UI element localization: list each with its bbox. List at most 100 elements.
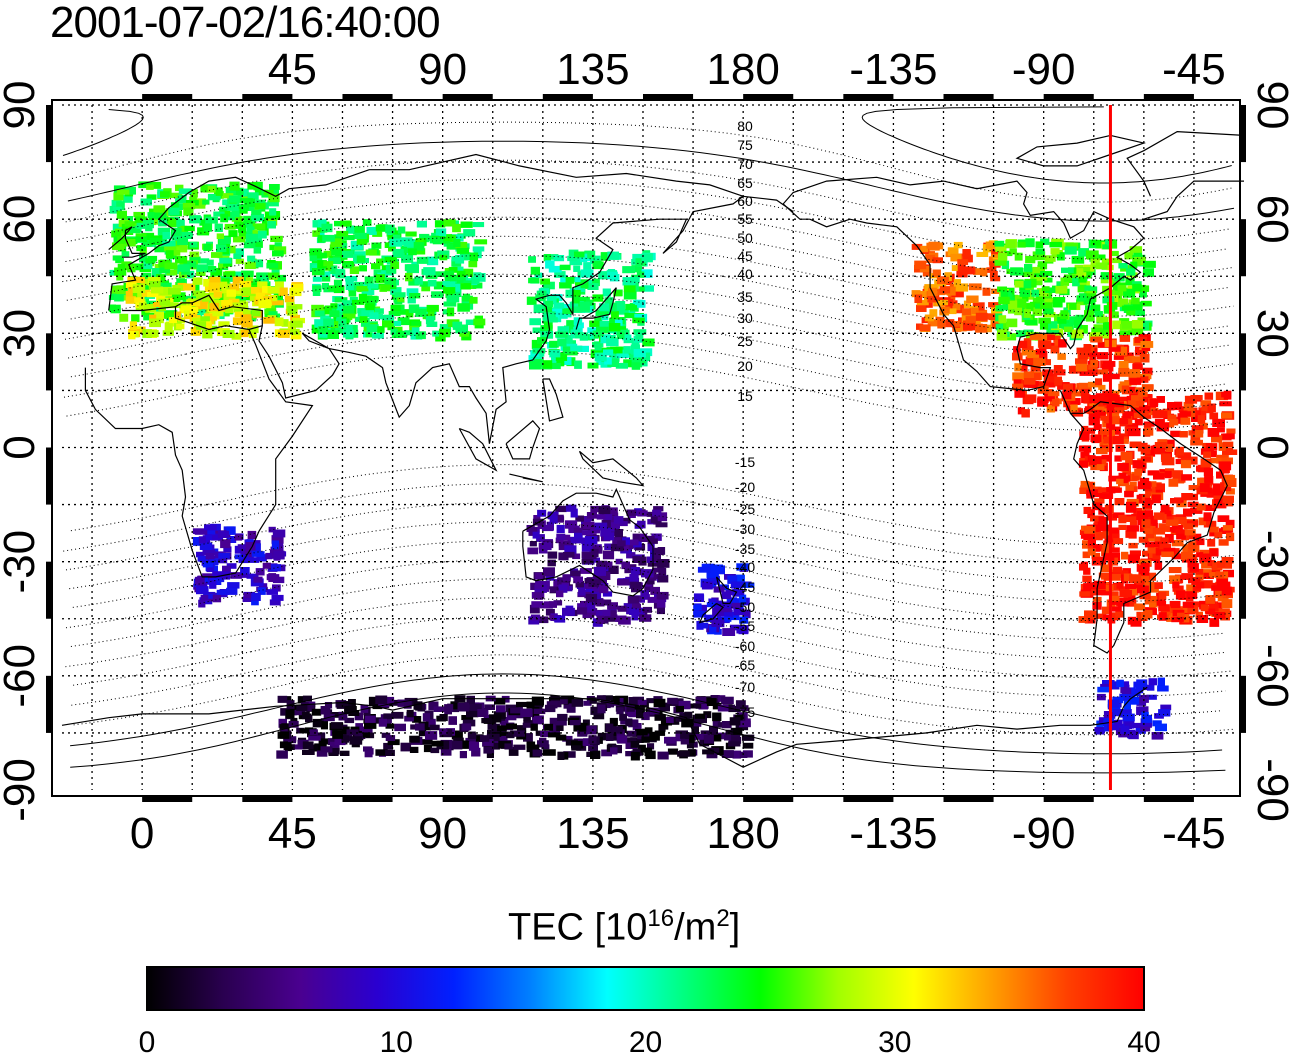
tec-cell bbox=[419, 281, 429, 287]
tec-cell bbox=[709, 625, 717, 633]
tec-cell bbox=[693, 703, 702, 709]
tec-cell bbox=[247, 255, 256, 262]
tec-cell bbox=[1218, 461, 1232, 471]
tec-cell bbox=[709, 725, 718, 735]
tec-cell bbox=[423, 744, 432, 753]
tec-cell bbox=[1087, 538, 1096, 546]
colorbar-label-unit: /m bbox=[674, 906, 717, 949]
tec-cell bbox=[365, 249, 377, 256]
tec-cell bbox=[426, 256, 439, 266]
tec-cell bbox=[999, 321, 1009, 330]
tec-cell bbox=[986, 267, 997, 273]
lon-tick-bottom: 180 bbox=[706, 809, 779, 858]
tec-cell bbox=[563, 551, 575, 558]
tec-cell bbox=[914, 260, 927, 270]
tec-cell bbox=[1110, 393, 1118, 401]
tec-cell bbox=[1053, 335, 1061, 343]
tec-cell bbox=[1209, 548, 1219, 557]
tec-cell bbox=[452, 223, 461, 233]
tec-cell bbox=[646, 511, 658, 517]
tec-cell bbox=[572, 553, 581, 560]
tec-cell bbox=[1096, 314, 1105, 323]
tec-cell bbox=[141, 232, 155, 241]
tec-cell bbox=[1007, 300, 1020, 309]
tec-cell bbox=[232, 272, 246, 278]
tec-cell bbox=[1143, 526, 1156, 534]
tec-cell bbox=[1114, 719, 1123, 726]
tec-cell bbox=[1140, 477, 1150, 485]
tec-cell bbox=[605, 723, 614, 732]
tec-cell bbox=[1082, 551, 1090, 559]
tec-cell bbox=[724, 609, 733, 618]
tec-cell bbox=[1112, 257, 1122, 264]
tec-cell bbox=[178, 188, 192, 195]
tec-cell bbox=[563, 751, 576, 758]
tec-cell bbox=[630, 737, 644, 743]
tec-cell bbox=[1077, 284, 1087, 293]
coastline bbox=[1126, 130, 1245, 197]
tec-cell bbox=[1095, 369, 1109, 375]
tec-cell bbox=[1078, 446, 1087, 452]
tec-cell bbox=[491, 723, 500, 733]
tec-cell bbox=[352, 225, 365, 235]
coastline bbox=[509, 473, 543, 483]
tec-cell bbox=[388, 311, 401, 317]
tec-cell bbox=[1186, 520, 1199, 526]
tec-cell bbox=[284, 295, 295, 303]
tec-cell bbox=[542, 749, 556, 756]
axis-bar-top bbox=[542, 94, 593, 99]
tec-cell bbox=[1124, 490, 1134, 498]
tec-cell bbox=[1134, 336, 1148, 343]
magnetic-latitude-line bbox=[222, 521, 1228, 603]
tec-cell bbox=[1141, 519, 1151, 529]
tec-cell bbox=[375, 224, 389, 232]
tec-cell bbox=[1196, 503, 1206, 511]
tec-cell bbox=[1113, 354, 1124, 360]
tec-cell bbox=[1113, 709, 1122, 717]
tec-cell bbox=[212, 594, 222, 603]
tec-cell bbox=[426, 321, 438, 327]
tec-cell bbox=[241, 204, 249, 211]
tec-cell bbox=[423, 267, 436, 276]
tec-cell bbox=[1159, 543, 1171, 550]
tec-cell bbox=[121, 251, 130, 257]
tec-cell bbox=[1141, 345, 1151, 352]
tec-cell bbox=[171, 233, 180, 241]
tec-cell bbox=[1094, 729, 1105, 735]
tec-cell bbox=[513, 744, 526, 750]
tec-cell bbox=[1079, 369, 1093, 376]
tec-cell bbox=[592, 750, 601, 759]
tec-cell bbox=[545, 260, 555, 269]
tec-cell bbox=[290, 320, 303, 328]
tec-cell bbox=[151, 287, 164, 294]
tec-cell bbox=[562, 607, 575, 616]
tec-cell bbox=[1225, 449, 1238, 455]
tec-cell bbox=[473, 318, 486, 326]
tec-cell bbox=[1121, 551, 1129, 560]
tec-cell bbox=[320, 746, 333, 753]
magnetic-latitude-line bbox=[185, 311, 1226, 393]
tec-cell bbox=[571, 740, 584, 749]
tec-cell bbox=[1207, 560, 1216, 566]
tec-cell bbox=[1042, 369, 1054, 377]
tec-cell bbox=[404, 330, 414, 336]
tec-cell bbox=[451, 234, 464, 242]
tec-cell bbox=[609, 507, 618, 516]
tec-cell bbox=[623, 337, 634, 344]
tec-cell bbox=[562, 574, 571, 581]
tec-cell bbox=[607, 743, 617, 751]
tec-cell bbox=[196, 551, 205, 558]
tec-cell bbox=[361, 726, 373, 733]
tec-cell bbox=[1100, 415, 1111, 421]
tec-cell bbox=[976, 251, 989, 257]
tec-cell bbox=[1102, 396, 1112, 405]
tec-cell bbox=[1125, 505, 1137, 513]
tec-cell bbox=[317, 260, 327, 269]
magnetic-latitude-label: -65 bbox=[735, 657, 755, 673]
tec-cell bbox=[202, 329, 213, 339]
tec-cell bbox=[698, 604, 707, 612]
lon-tick-top: -90 bbox=[1012, 45, 1076, 94]
tec-cell bbox=[425, 718, 436, 728]
tec-cell bbox=[1097, 487, 1108, 493]
tec-cell bbox=[1183, 523, 1194, 530]
